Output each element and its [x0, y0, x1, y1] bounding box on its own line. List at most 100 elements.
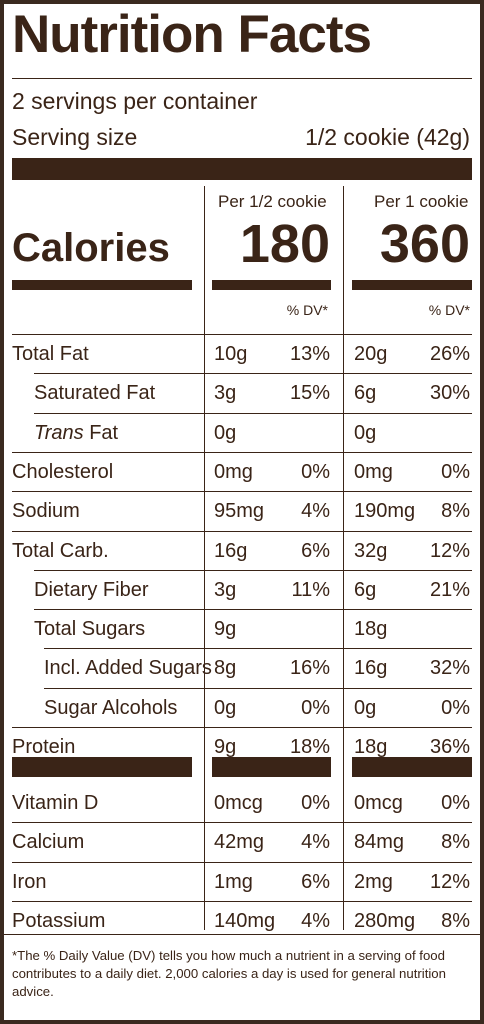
percent-col1: 4% [301, 500, 330, 523]
nutrient-name: Potassium [12, 909, 106, 932]
amount-col2: 0mcg [354, 792, 403, 814]
amount-col2: 84mg [354, 831, 405, 854]
col2-header: Per 1 cookie [374, 192, 469, 211]
thick-divider [12, 757, 192, 777]
column-separator [343, 186, 344, 930]
amount-col1: 10g [214, 343, 248, 365]
panel-title: Nutrition Facts [12, 5, 372, 64]
amount-col2: 190mg [354, 500, 416, 523]
amount-col2: 6g [354, 382, 377, 405]
percent-col1: 0% [301, 792, 330, 814]
dv-header-col2: % DV* [428, 302, 470, 318]
nutrition-facts-panel: Nutrition Facts 2 servings per container… [4, 4, 480, 1020]
table-row: Vitamin D 0mcg 0% 0mcg 0% [4, 783, 480, 822]
dv-header-col1: % DV* [286, 302, 328, 318]
amount-col2: 16g [354, 657, 388, 680]
row-divider [34, 609, 472, 611]
table-row: Total Carb. 16g 6% 32g 12% [4, 530, 480, 570]
row-divider [44, 687, 472, 689]
percent-col1: 15% [289, 382, 330, 405]
col1-header: Per 1/2 cookie [218, 192, 327, 211]
amount-col1: 95mg [214, 500, 265, 523]
amount-col2: 20g [354, 343, 388, 365]
percent-col2: 8% [441, 500, 470, 523]
amount-col2: 2mg [354, 870, 393, 893]
nutrient-name: Sugar Alcohols [44, 696, 178, 719]
nutrient-name: Trans Fat [34, 422, 118, 445]
percent-col1: 0% [301, 460, 330, 483]
percent-col2: 12% [429, 870, 470, 893]
thick-divider [352, 280, 472, 290]
table-row: Dietary Fiber 3g 11% 6g 21% [4, 569, 480, 609]
calories-label: Calories [12, 226, 170, 270]
row-divider [12, 530, 472, 532]
table-row: Total Sugars 9g 18g [4, 609, 480, 648]
table-row: Potassium 140mg 4% 280mg 8% [4, 900, 480, 940]
amount-col1: 0g [214, 696, 237, 719]
amount-col1: 9g [214, 618, 237, 641]
percent-col1: 6% [301, 870, 330, 893]
amount-col1: 0mcg [214, 792, 263, 814]
percent-col2: 0% [441, 460, 470, 483]
percent-col2: 21% [429, 578, 470, 601]
percent-col2: 12% [429, 539, 470, 562]
amount-col2: 0mg [354, 460, 393, 483]
amount-col2: 6g [354, 578, 377, 601]
amount-col1: 1mg [214, 870, 253, 893]
nutrient-name: Dietary Fiber [34, 578, 149, 601]
nutrient-name-rest: Fat [83, 421, 119, 444]
row-divider [34, 373, 472, 375]
amount-col2: 0g [354, 696, 377, 719]
thick-divider [212, 757, 331, 777]
row-divider [44, 648, 472, 650]
percent-col2: 32% [429, 657, 470, 680]
percent-col2: 0% [441, 792, 470, 814]
percent-col1: 4% [301, 831, 330, 854]
nutrient-name: Calcium [12, 831, 85, 854]
thick-divider [212, 280, 331, 290]
amount-col2: 18g [354, 618, 388, 641]
nutrient-name: Total Carb. [12, 539, 109, 562]
row-divider [34, 412, 472, 414]
percent-col1: 6% [301, 539, 330, 562]
nutrient-name: Total Sugars [34, 618, 146, 641]
percent-col2: 8% [441, 831, 470, 854]
nutrient-name: Protein [12, 736, 76, 758]
thick-divider [12, 158, 472, 180]
serving-size-label: Serving size [12, 124, 138, 150]
footnote: *The % Daily Value (DV) tells you how mu… [12, 948, 446, 999]
row-divider [34, 569, 472, 571]
percent-col1: 11% [291, 578, 330, 601]
row-divider [12, 491, 472, 493]
amount-col2: 280mg [354, 909, 416, 932]
percent-col2: 36% [429, 736, 470, 758]
percent-col2: 0% [441, 696, 470, 719]
nutrient-name-italic: Trans [34, 421, 84, 444]
table-row: Saturated Fat 3g 15% 6g 30% [4, 373, 480, 412]
amount-col2: 32g [354, 539, 388, 562]
row-divider [12, 900, 472, 902]
amount-col1: 0mg [214, 460, 253, 483]
amount-col1: 42mg [214, 831, 265, 854]
amount-col2: 18g [354, 736, 388, 758]
nutrient-name: Vitamin D [12, 792, 99, 814]
calories-col1: 180 [239, 214, 330, 274]
percent-col1: 18% [289, 736, 330, 758]
row-divider [12, 451, 472, 453]
row-divider [12, 727, 472, 728]
table-row: Sodium 95mg 4% 190mg 8% [4, 491, 480, 530]
nutrient-name: Cholesterol [12, 460, 114, 483]
percent-col1: 16% [289, 657, 330, 680]
row-divider [12, 861, 472, 863]
amount-col1: 16g [214, 539, 248, 562]
amount-col1: 3g [214, 382, 237, 405]
amount-col1: 8g [214, 657, 237, 680]
calories-col2: 360 [379, 214, 470, 274]
serving-size-value: 1/2 cookie (42g) [305, 124, 470, 150]
column-separator [204, 186, 205, 930]
nutrient-name: Total Fat [12, 343, 89, 365]
row-divider [12, 822, 472, 824]
table-row: Total Fat 10g 13% 20g 26% [4, 334, 480, 373]
nutrient-name: Sodium [12, 500, 80, 523]
percent-col2: 8% [441, 909, 470, 932]
